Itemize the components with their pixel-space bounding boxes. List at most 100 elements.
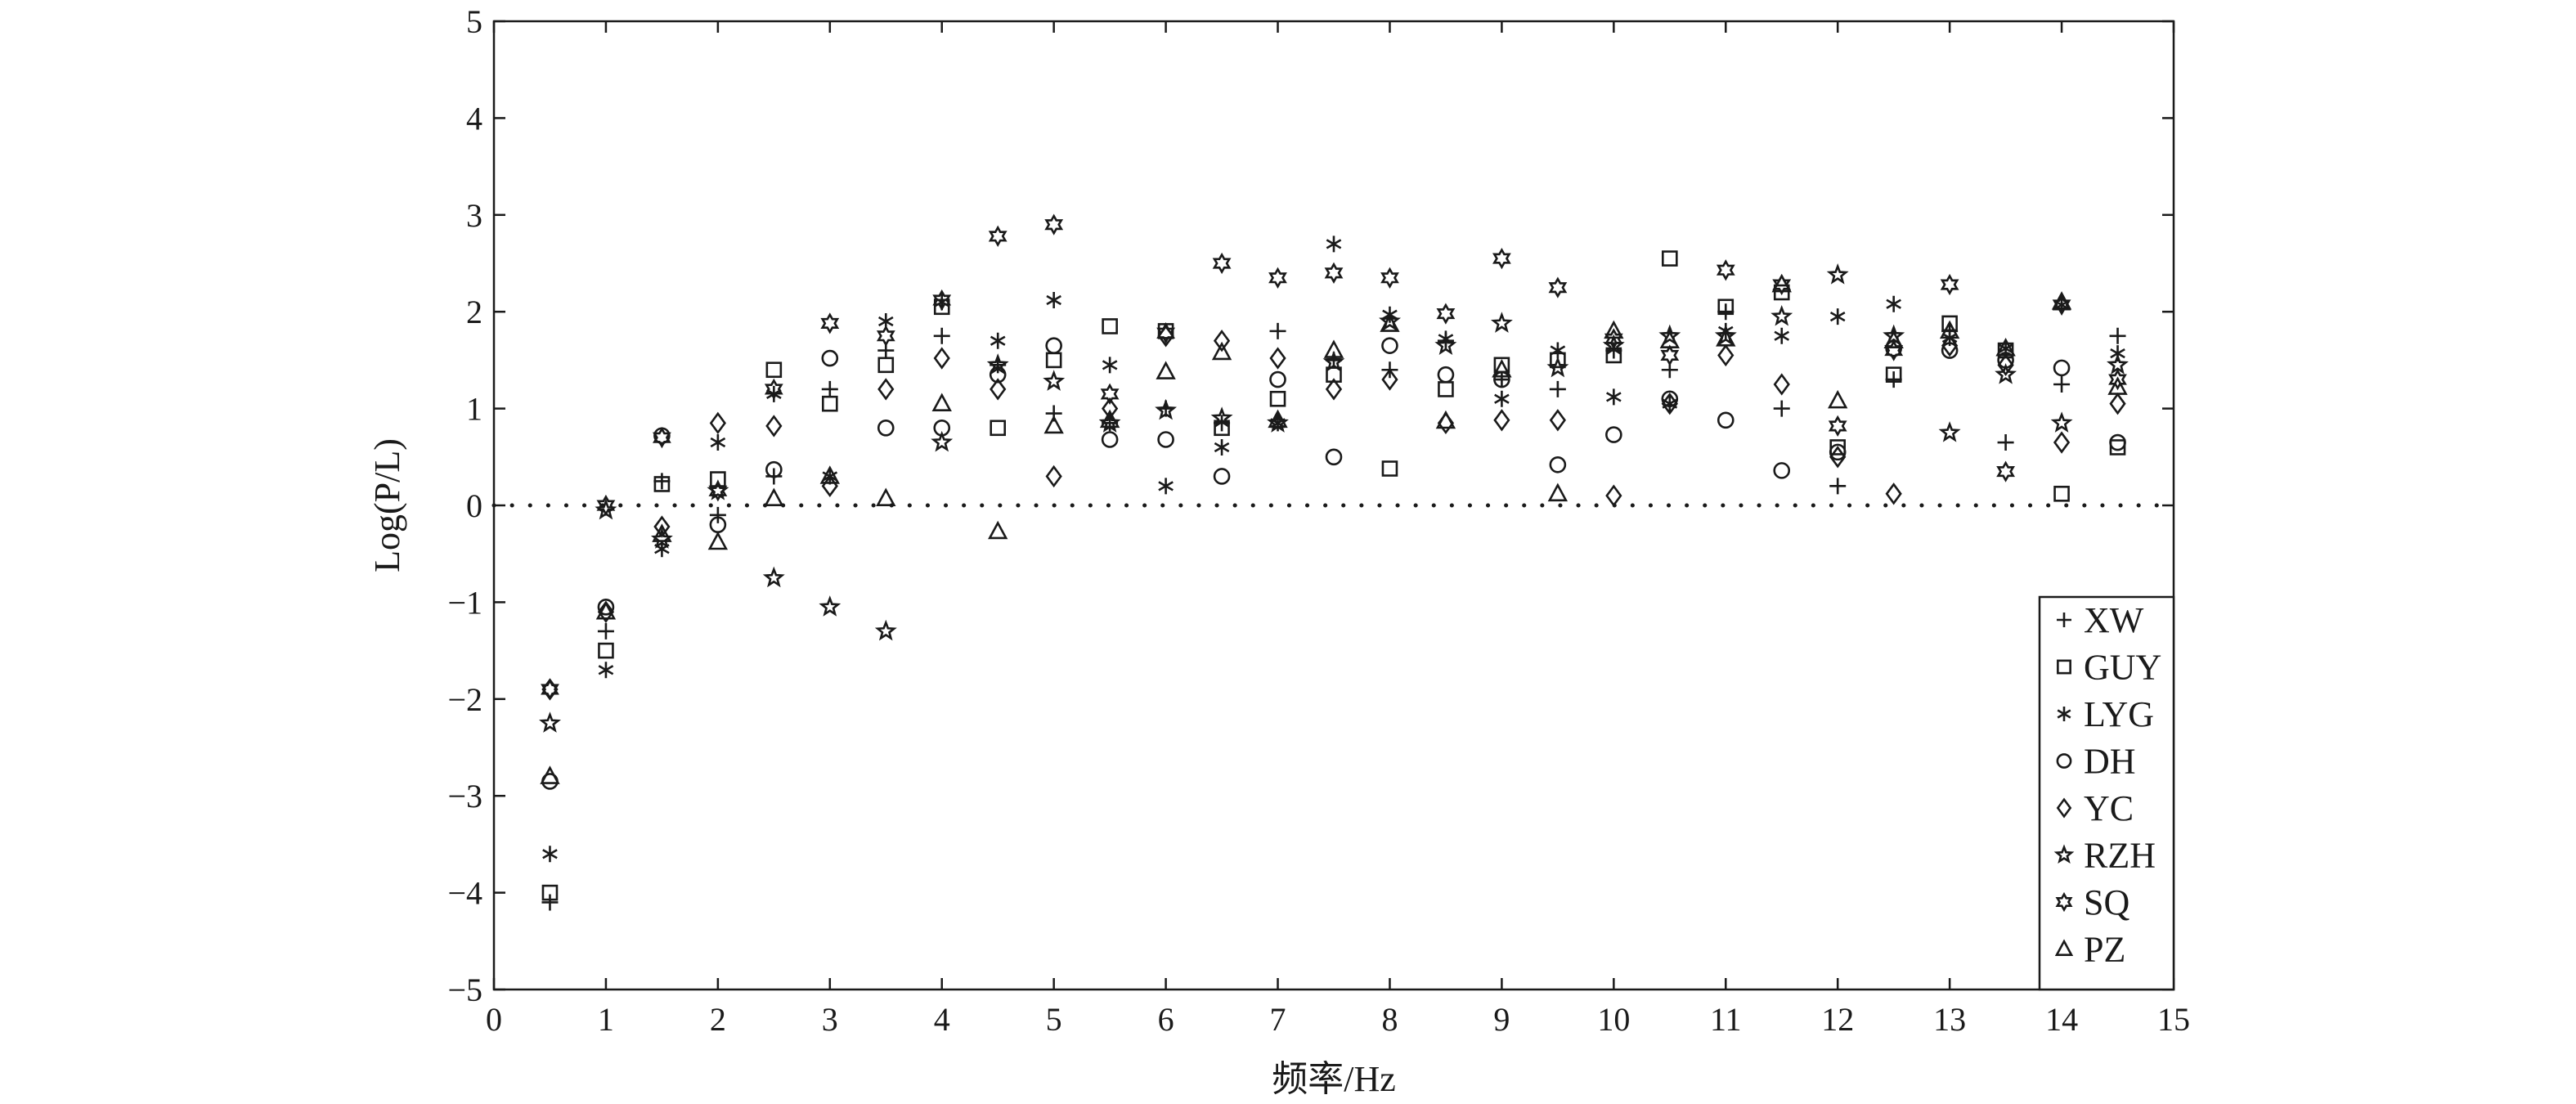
data-point: [539, 711, 561, 733]
data-point: [1996, 460, 2015, 482]
data-point: [1773, 462, 1791, 479]
y-tick-label: 2: [466, 294, 482, 330]
data-point: [708, 480, 728, 502]
data-point: [1214, 438, 1230, 456]
data-point: [820, 312, 840, 334]
data-point: [1156, 322, 1176, 344]
x-tick-label: 3: [822, 1001, 838, 1038]
legend-label: PZ: [2084, 930, 2125, 970]
data-point: [1101, 431, 1119, 448]
data-points: [539, 213, 2129, 911]
x-tick-label: 12: [1821, 1001, 1854, 1038]
data-point: [1435, 410, 1456, 429]
data-point: [1773, 400, 1790, 417]
legend-marker: [2055, 891, 2073, 913]
y-tick-label: −3: [447, 778, 482, 815]
data-point: [1493, 409, 1510, 432]
data-point: [990, 378, 1007, 401]
data-point: [874, 619, 897, 641]
y-tick-label: 1: [466, 391, 482, 428]
data-point: [1773, 284, 1790, 301]
data-point: [765, 460, 783, 478]
data-point: [1828, 389, 1848, 409]
data-point: [1660, 344, 1680, 366]
data-point: [1323, 339, 1344, 358]
data-point: [877, 419, 895, 437]
data-point: [1995, 363, 2017, 384]
data-point: [1325, 448, 1343, 466]
legend-label: YC: [2084, 788, 2134, 828]
data-point: [988, 520, 1008, 540]
data-point: [540, 765, 560, 784]
data-point: [541, 884, 559, 901]
data-point: [1044, 213, 1064, 236]
data-point: [542, 846, 558, 863]
data-point: [1829, 308, 1846, 325]
data-point: [1493, 371, 1510, 388]
data-point: [1829, 439, 1846, 456]
x-tick-label: 8: [1381, 1001, 1398, 1038]
x-tick-label: 4: [934, 1001, 950, 1038]
data-point: [1549, 409, 1566, 432]
data-point: [2107, 376, 2128, 395]
data-point: [1322, 350, 1345, 372]
data-point: [2053, 376, 2071, 393]
legend-marker: [2057, 707, 2071, 721]
data-point: [597, 622, 614, 640]
data-point: [2109, 439, 2126, 456]
data-point: [1043, 415, 1064, 434]
legend-label: XW: [2084, 600, 2144, 640]
data-point: [2108, 368, 2127, 391]
data-point: [1829, 446, 1847, 469]
data-point: [877, 357, 895, 374]
data-point: [1380, 313, 1400, 332]
legend-label: DH: [2084, 742, 2136, 782]
data-point: [1269, 347, 1286, 370]
data-point: [1046, 291, 1061, 308]
data-point: [764, 487, 784, 507]
data-point: [1605, 484, 1622, 507]
data-point: [1883, 330, 1904, 349]
data-point: [1492, 247, 1511, 270]
x-tick-label: 0: [486, 1001, 502, 1038]
data-point: [652, 523, 672, 542]
data-point: [707, 531, 729, 550]
data-point: [653, 476, 671, 492]
data-point: [1102, 357, 1118, 374]
data-point: [2053, 485, 2070, 502]
data-point: [1546, 356, 1569, 378]
legend-marker: [2056, 753, 2072, 769]
data-point: [1606, 388, 1622, 406]
series-lyg: [542, 236, 2125, 863]
x-tick-label: 11: [1710, 1001, 1742, 1038]
data-point: [1326, 236, 1342, 253]
data-point: [1045, 337, 1062, 354]
legend-marker: [2056, 797, 2072, 819]
data-point: [1774, 327, 1790, 344]
data-point: [1716, 259, 1735, 281]
series-sq: [541, 213, 2127, 701]
data-point: [1211, 341, 1232, 361]
data-point: [819, 595, 841, 617]
data-point: [2053, 431, 2071, 454]
data-point: [1826, 263, 1849, 285]
data-point: [1885, 371, 1902, 388]
data-point: [932, 289, 952, 312]
data-point: [1326, 366, 1342, 383]
plot-area: [491, 20, 2176, 991]
data-point: [1100, 383, 1120, 405]
legend-label: RZH: [2084, 836, 2156, 876]
series-xw: [541, 303, 2126, 911]
data-point: [762, 566, 785, 588]
data-point: [1547, 482, 1568, 502]
data-point: [2053, 359, 2071, 377]
data-point: [2109, 392, 2126, 415]
data-point: [877, 378, 895, 401]
data-point: [709, 506, 726, 523]
data-point: [1662, 250, 1678, 267]
data-point: [710, 434, 726, 451]
data-point: [1997, 434, 2014, 451]
data-point: [709, 411, 726, 435]
